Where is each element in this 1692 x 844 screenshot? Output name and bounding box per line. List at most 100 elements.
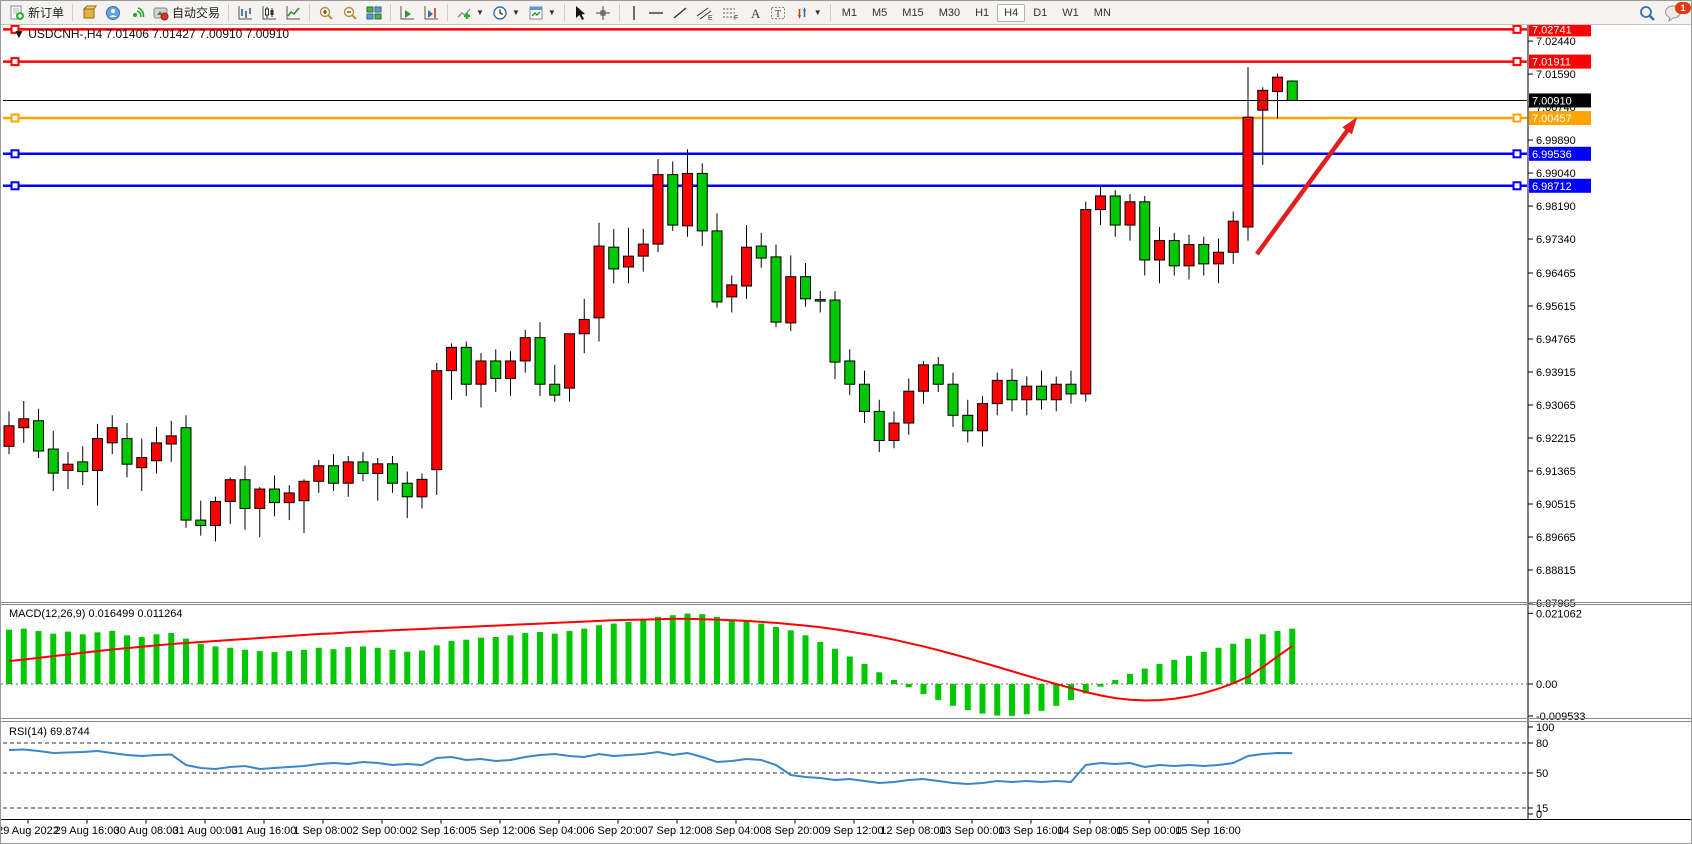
macd-histogram-bar: [109, 630, 116, 684]
time-tick-label: 1 Sep 08:00: [293, 825, 352, 837]
timeframe-m1[interactable]: M1: [835, 4, 864, 22]
zoom-out-icon: [343, 6, 357, 20]
zoom-out-button[interactable]: [338, 3, 362, 23]
price-tick-label: 6.96465: [1536, 268, 1576, 280]
cursor-tool-button[interactable]: [569, 3, 591, 23]
line-handle[interactable]: [10, 57, 20, 67]
trendline-tool-button[interactable]: [668, 3, 692, 23]
timeframe-m15[interactable]: M15: [895, 4, 930, 22]
autoscroll-button[interactable]: [395, 3, 419, 23]
price-level-badge: [1529, 111, 1591, 126]
text-label-tool-button[interactable]: T: [766, 3, 790, 23]
time-tick-label: 14 Sep 08:00: [1057, 825, 1122, 837]
candle-body: [888, 422, 900, 442]
rsi-axis-label: 0: [1536, 809, 1542, 821]
candle-body: [328, 465, 339, 484]
horizontal-line-tool-button[interactable]: [644, 3, 668, 23]
chart-shift-button[interactable]: [419, 3, 443, 23]
line-handle[interactable]: [10, 181, 20, 191]
timeframe-m30[interactable]: M30: [932, 4, 967, 22]
text-tool-button[interactable]: A: [744, 3, 766, 23]
price-tick-label: 7.02440: [1536, 36, 1576, 48]
timeframe-m5[interactable]: M5: [865, 4, 894, 22]
macd-histogram-bar: [448, 641, 455, 684]
arrows-tool-button[interactable]: ▼: [790, 3, 826, 23]
line-handle[interactable]: [1512, 25, 1522, 34]
macd-histogram-bar: [404, 651, 411, 684]
candle-body: [298, 480, 310, 502]
macd-histogram-bar: [286, 651, 293, 684]
macd-histogram-bar: [463, 639, 470, 684]
fibonacci-tool-button[interactable]: F: [718, 3, 744, 23]
indicators-button[interactable]: ▼: [452, 3, 488, 23]
macd-histogram-bar: [1053, 684, 1060, 706]
candle-body: [726, 284, 738, 298]
trend-arrow-line[interactable]: [1255, 127, 1351, 256]
crosshair-tool-button[interactable]: [591, 3, 615, 23]
candle-body: [77, 461, 89, 473]
line-handle[interactable]: [10, 113, 20, 123]
community-button[interactable]: [101, 3, 125, 23]
channel-tool-button[interactable]: E: [692, 3, 718, 23]
macd-histogram-bar: [1023, 684, 1030, 715]
price-level-badge: [1529, 93, 1591, 108]
macd-signal-line: [8, 617, 1293, 702]
line-chart-icon: [286, 5, 301, 19]
new-order-button[interactable]: 新订单: [5, 3, 68, 23]
templates-button[interactable]: ▼: [524, 3, 560, 23]
market-button[interactable]: [77, 3, 101, 23]
candle-body: [165, 435, 177, 445]
candle-body: [92, 438, 103, 471]
time-tick-label: 13 Sep 00:00: [939, 825, 1004, 837]
search-button[interactable]: [1634, 3, 1660, 23]
price-tick-label: 6.87965: [1536, 598, 1576, 610]
macd-histogram-bar: [596, 625, 602, 684]
line-handle[interactable]: [10, 149, 20, 159]
price-level-badge: [1529, 54, 1591, 69]
candle-body: [269, 488, 280, 504]
line-handle[interactable]: [1512, 57, 1522, 67]
timeframe-d1[interactable]: D1: [1026, 4, 1054, 22]
macd-histogram-bar: [492, 637, 499, 684]
rsi-axis-label: 80: [1536, 738, 1548, 750]
candle-body: [1021, 385, 1033, 401]
line-handle[interactable]: [1512, 181, 1522, 191]
macd-histogram-bar: [920, 684, 927, 695]
timeframe-h1[interactable]: H1: [968, 4, 996, 22]
bar-chart-button[interactable]: [233, 3, 257, 23]
macd-axis-label: 0.021062: [1536, 608, 1582, 620]
timeframe-mn[interactable]: MN: [1087, 4, 1118, 22]
trend-arrow-head[interactable]: [1342, 117, 1358, 135]
time-tick-label: 2 Sep 00:00: [352, 825, 411, 837]
timeframe-w1[interactable]: W1: [1055, 4, 1086, 22]
candle-body: [578, 318, 590, 335]
periods-button[interactable]: ▼: [488, 3, 524, 23]
bar-chart-icon: [238, 5, 253, 19]
text-label-icon: T: [770, 6, 785, 20]
zoom-in-button[interactable]: [314, 3, 338, 23]
candle-body: [859, 383, 870, 412]
candle-body: [1109, 195, 1121, 226]
svg-text:T: T: [775, 9, 781, 20]
signals-button[interactable]: [125, 3, 149, 23]
toolbar-separator: [618, 4, 620, 21]
candlestick-chart-button[interactable]: [257, 3, 281, 23]
chat-button[interactable]: 1: [1660, 1, 1691, 23]
time-tick-label: 31 Aug 00:00: [173, 825, 238, 837]
line-handle[interactable]: [10, 25, 20, 34]
line-chart-button[interactable]: [281, 3, 305, 23]
candle-body: [814, 299, 826, 302]
toolbar-separator: [390, 4, 392, 21]
price-tick-label: 6.93915: [1536, 367, 1576, 379]
time-tick-label: 6 Sep 20:00: [588, 825, 647, 837]
vertical-line-tool-button[interactable]: [624, 3, 644, 23]
timeframe-h4[interactable]: H4: [997, 3, 1026, 22]
autotrading-button[interactable]: 自动交易: [149, 3, 224, 23]
line-handle[interactable]: [1512, 149, 1522, 159]
tile-windows-button[interactable]: [362, 3, 386, 23]
macd-histogram-bar: [153, 634, 160, 684]
line-handle[interactable]: [1512, 113, 1522, 123]
candle-body: [829, 299, 841, 363]
candle-body: [121, 438, 133, 465]
